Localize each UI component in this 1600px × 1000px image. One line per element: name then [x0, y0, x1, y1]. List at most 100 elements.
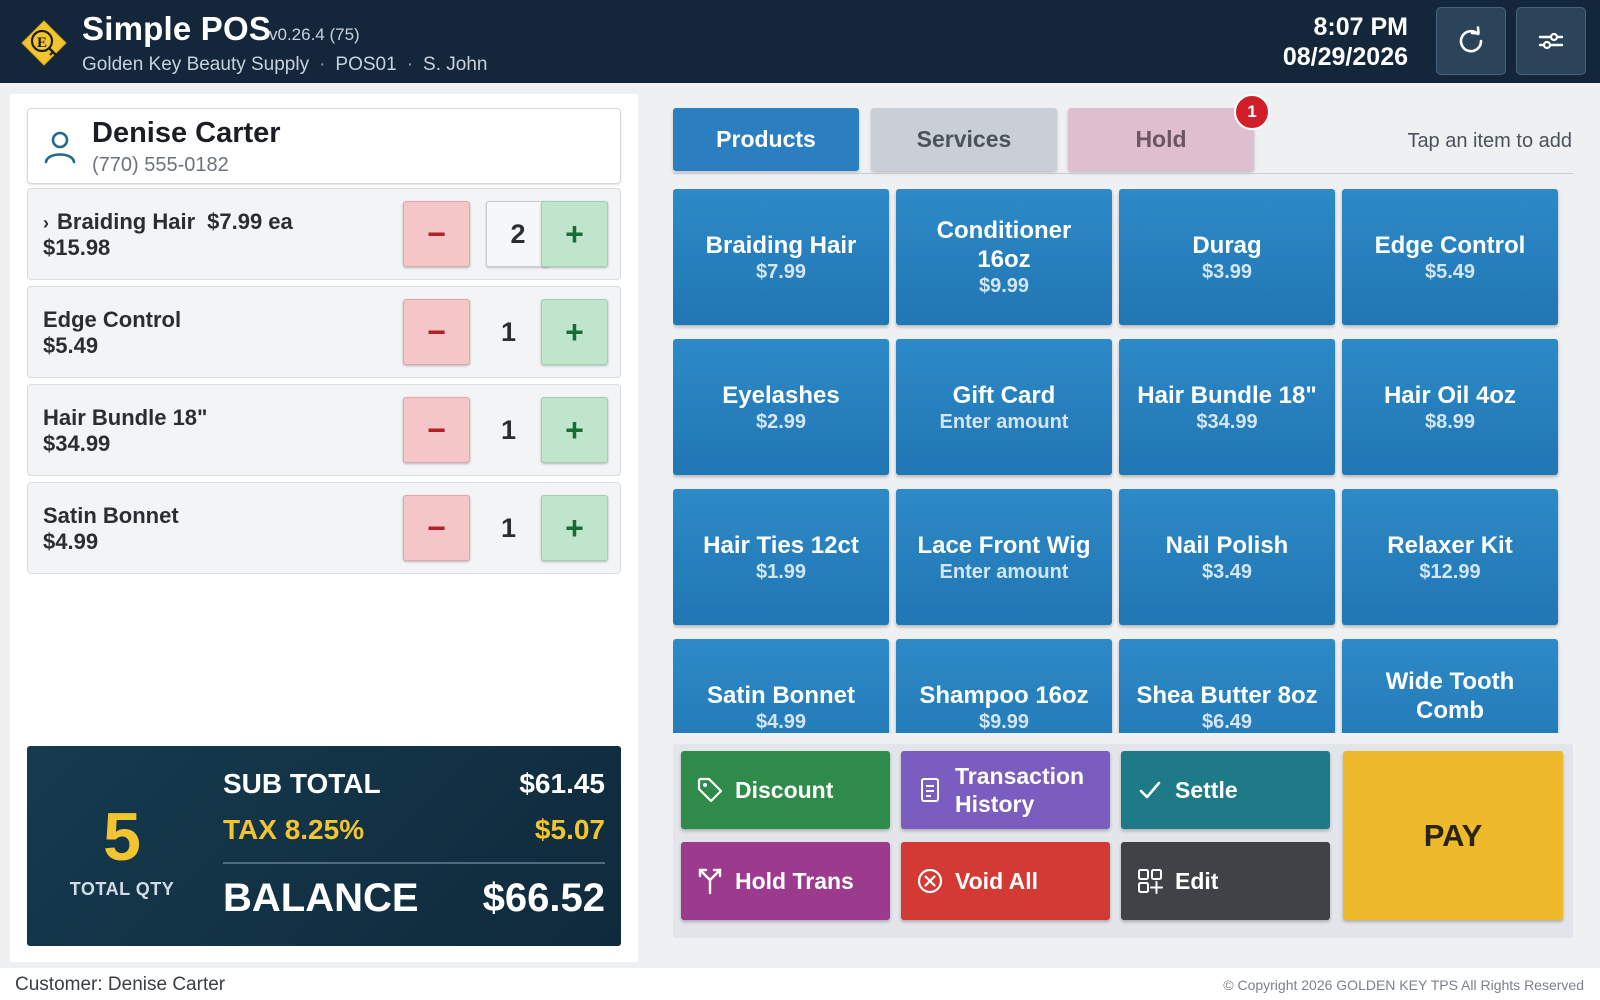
pay-button[interactable]: PAY — [1343, 751, 1563, 920]
product-price: $3.49 — [1201, 560, 1253, 583]
increase-qty-button[interactable]: + — [541, 397, 608, 463]
decrease-qty-button[interactable]: − — [403, 397, 470, 463]
qty-value[interactable]: 2 — [486, 201, 550, 267]
increase-qty-button[interactable]: + — [541, 495, 608, 561]
void-all-label: Void All — [955, 868, 1039, 894]
product-name: Satin Bonnet — [707, 681, 855, 709]
footer-copyright: © Copyright 2026 GOLDEN KEY TPS All Righ… — [1223, 977, 1584, 993]
product-tile[interactable]: Eyelashes $2.99 — [673, 339, 889, 475]
product-price: $3.99 — [1201, 260, 1253, 283]
product-tile[interactable]: Hair Oil 4oz $8.99 — [1342, 339, 1558, 475]
hold-trans-label: Hold Trans — [735, 868, 854, 894]
decrease-qty-button[interactable]: − — [403, 201, 470, 267]
increase-qty-button[interactable]: + — [541, 201, 608, 267]
transaction-history-button[interactable]: Transaction History — [901, 751, 1110, 829]
total-qty-label: TOTAL QTY — [69, 879, 175, 899]
customer-phone: (770) 555-0182 — [92, 154, 229, 176]
product-price: $12.99 — [1419, 560, 1481, 583]
footer-customer: Customer: Denise Carter — [15, 974, 226, 995]
product-name: Nail Polish — [1165, 531, 1289, 559]
product-tile[interactable]: Gift Card Enter amount — [896, 339, 1112, 475]
product-price: $4.99 — [755, 710, 807, 733]
product-price: Enter amount — [939, 410, 1069, 433]
tab-products[interactable]: Products — [673, 108, 859, 171]
discount-label: Discount — [735, 777, 834, 803]
tab-hold[interactable]: Hold — [1068, 108, 1254, 171]
product-name: Durag — [1192, 231, 1262, 259]
customer-card[interactable]: Denise Carter (770) 555-0182 — [27, 108, 621, 184]
product-price: $9.99 — [978, 275, 1030, 297]
clock-time: 8:07 PM — [1313, 13, 1408, 41]
balance-value: $66.52 — [482, 876, 605, 920]
qty-value: 1 — [500, 316, 517, 347]
settings-button[interactable] — [1516, 7, 1586, 75]
person-icon — [44, 131, 76, 164]
product-name: Conditioner 16oz — [936, 217, 1072, 273]
expand-chevron-icon: › — [43, 213, 49, 233]
subtotal-label: SUB TOTAL — [223, 768, 381, 799]
product-name: Gift Card — [952, 381, 1056, 409]
history-label-line2: History — [955, 791, 1035, 817]
decrease-qty-button[interactable]: − — [403, 299, 470, 365]
increase-qty-button[interactable]: + — [541, 299, 608, 365]
edit-label: Edit — [1175, 868, 1219, 894]
product-price: $8.99 — [1424, 410, 1476, 433]
store-name: Golden Key Beauty Supply — [82, 54, 310, 75]
product-price: Enter amount — [939, 560, 1069, 583]
refresh-icon — [1459, 26, 1483, 53]
edit-button[interactable]: Edit — [1121, 842, 1330, 920]
product-tile[interactable]: Hair Ties 12ct $1.99 — [673, 489, 889, 625]
refresh-button[interactable] — [1436, 7, 1506, 75]
product-grid[interactable]: Braiding Hair $7.99 Conditioner 16oz $9.… — [673, 189, 1575, 733]
settle-button[interactable]: Settle — [1121, 751, 1330, 829]
cancel-circle-icon — [917, 868, 943, 894]
history-label-line1: Transaction — [955, 763, 1085, 789]
product-tile[interactable]: Wide Tooth Comb — [1342, 639, 1558, 733]
cart-item[interactable]: Hair Bundle 18" $34.99 − 1 + — [27, 384, 621, 476]
cart-item-total: $4.99 — [43, 529, 99, 554]
product-tile[interactable]: Nail Polish $3.49 — [1119, 489, 1335, 625]
catalog-panel: Products Services Hold 1 Tap an item to … — [638, 94, 1600, 962]
product-price: $34.99 — [1196, 410, 1258, 433]
tab-services[interactable]: Services — [871, 108, 1057, 171]
status-footer: Customer: Denise Carter © Copyright 2026… — [0, 968, 1600, 1000]
decrease-qty-button[interactable]: − — [403, 495, 470, 561]
cart-item-name: Satin Bonnet — [43, 503, 179, 528]
product-tile[interactable]: Lace Front Wig Enter amount — [896, 489, 1112, 625]
product-name: Wide Tooth Comb — [1385, 668, 1515, 724]
cart-item-name: Edge Control — [43, 307, 182, 332]
cart-item-name: Braiding Hair — [57, 209, 196, 234]
merge-arrows-icon — [698, 868, 722, 895]
totals-divider — [223, 862, 605, 864]
cart-item-total: $34.99 — [43, 431, 111, 456]
product-name: Relaxer Kit — [1387, 531, 1513, 559]
check-icon — [1139, 781, 1161, 799]
discount-button[interactable]: Discount — [681, 751, 890, 829]
register-id: POS01 — [335, 54, 397, 75]
product-tile[interactable]: Braiding Hair $7.99 — [673, 189, 889, 325]
sliders-icon — [1538, 32, 1564, 50]
product-tile[interactable]: Edge Control $5.49 — [1342, 189, 1558, 325]
golden-key-logo-icon: E — [21, 20, 67, 66]
hold-trans-button[interactable]: Hold Trans — [681, 842, 890, 920]
cart-item[interactable]: Satin Bonnet $4.99 − 1 + — [27, 482, 621, 574]
qty-value: 1 — [500, 512, 517, 543]
product-name: Lace Front Wig — [917, 531, 1091, 559]
cart-item[interactable]: Edge Control $5.49 − 1 + — [27, 286, 621, 378]
product-tile[interactable]: Relaxer Kit $12.99 — [1342, 489, 1558, 625]
product-tile[interactable]: Satin Bonnet $4.99 — [673, 639, 889, 733]
cart-item[interactable]: › Braiding Hair $7.99 ea $15.98 − 2 + — [27, 188, 621, 280]
edit-grid-icon — [1138, 869, 1163, 894]
product-tile[interactable]: Durag $3.99 — [1119, 189, 1335, 325]
clock: 8:07 PM 08/29/2026 — [1283, 12, 1408, 72]
void-all-button[interactable]: Void All — [901, 842, 1110, 920]
customer-name: Denise Carter — [92, 117, 281, 149]
product-tile[interactable]: Shea Butter 8oz $6.49 — [1119, 639, 1335, 733]
totals-panel: 5 TOTAL QTY SUB TOTAL $61.45 TAX 8.25% $… — [27, 746, 621, 946]
product-tile[interactable]: Conditioner 16oz $9.99 — [896, 189, 1112, 325]
product-tile[interactable]: Shampoo 16oz $9.99 — [896, 639, 1112, 733]
tax-label: TAX 8.25% — [223, 814, 365, 845]
app-version: v0.26.4 (75) — [269, 25, 360, 44]
product-tile[interactable]: Hair Bundle 18" $34.99 — [1119, 339, 1335, 475]
svg-text:E: E — [37, 35, 47, 51]
